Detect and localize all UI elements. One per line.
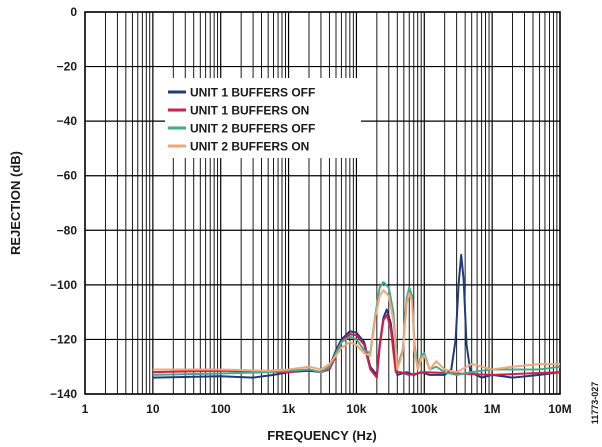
x-tick-label: 10M bbox=[548, 402, 571, 416]
legend: UNIT 1 BUFFERS OFF UNIT 1 BUFFERS ON UNIT … bbox=[165, 78, 361, 158]
legend-label-unit-1-buffers-on: UNIT 1 BUFFERS ON bbox=[190, 104, 309, 118]
x-tick-label: 100k bbox=[411, 402, 438, 416]
legend-background bbox=[165, 78, 361, 158]
x-tick-label: 10k bbox=[346, 402, 366, 416]
y-tick-label: −40 bbox=[57, 114, 78, 128]
figure-id: 11773-027 bbox=[590, 382, 600, 425]
y-tick-label: −120 bbox=[50, 332, 77, 346]
x-tick-label: 1M bbox=[484, 402, 501, 416]
y-tick-label: −20 bbox=[57, 60, 78, 74]
x-axis-label: FREQUENCY (Hz) bbox=[267, 428, 377, 443]
y-tick-label: −80 bbox=[57, 223, 78, 237]
x-axis-ticks: 1 10 100 1k 10k 100k 1M 10M bbox=[82, 402, 572, 416]
x-tick-label: 100 bbox=[211, 402, 231, 416]
x-tick-label: 1k bbox=[282, 402, 296, 416]
y-tick-label: −140 bbox=[50, 387, 77, 401]
legend-label-unit-2-buffers-off: UNIT 2 BUFFERS OFF bbox=[190, 122, 315, 136]
y-tick-label: 0 bbox=[70, 5, 77, 19]
x-tick-label: 1 bbox=[82, 402, 89, 416]
grid bbox=[84, 11, 561, 395]
series-line-unit-2-buffers-on bbox=[152, 289, 560, 374]
y-axis-label: REJECTION (dB) bbox=[8, 151, 23, 255]
x-tick-label: 10 bbox=[146, 402, 160, 416]
legend-label-unit-2-buffers-on: UNIT 2 BUFFERS ON bbox=[190, 140, 309, 154]
y-axis-ticks: 0 −20 −40 −60 −80 −100 −120 −140 bbox=[50, 5, 77, 401]
plot-frame bbox=[84, 11, 561, 395]
y-tick-label: −100 bbox=[50, 278, 77, 292]
legend-label-unit-1-buffers-off: UNIT 1 BUFFERS OFF bbox=[190, 86, 315, 100]
y-tick-label: −60 bbox=[57, 169, 78, 183]
series-lines bbox=[152, 253, 561, 379]
